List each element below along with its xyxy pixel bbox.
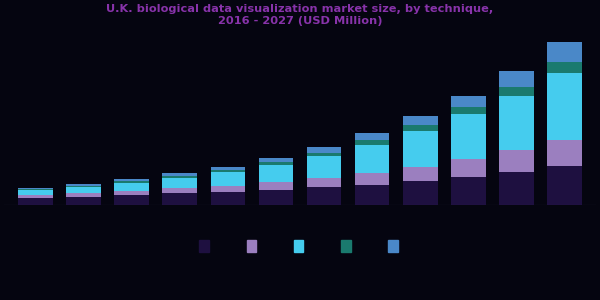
Bar xyxy=(259,182,293,190)
Bar xyxy=(211,192,245,205)
Bar xyxy=(18,190,53,195)
Bar xyxy=(115,179,149,181)
Bar xyxy=(66,193,101,197)
Bar xyxy=(18,189,53,190)
Bar xyxy=(499,172,534,205)
Bar xyxy=(163,173,197,176)
Bar xyxy=(66,196,101,205)
Bar xyxy=(211,172,245,185)
Bar xyxy=(259,162,293,165)
Bar xyxy=(211,167,245,170)
Bar xyxy=(451,177,485,205)
Bar xyxy=(547,140,582,166)
Bar xyxy=(451,107,485,114)
Bar xyxy=(115,181,149,183)
Bar xyxy=(18,195,53,198)
Bar xyxy=(451,159,485,177)
Bar xyxy=(403,116,437,125)
Bar xyxy=(211,185,245,192)
Bar xyxy=(211,170,245,172)
Bar xyxy=(307,147,341,153)
Bar xyxy=(18,198,53,205)
Bar xyxy=(355,184,389,205)
Bar xyxy=(115,183,149,191)
Bar xyxy=(499,150,534,172)
Title: U.K. biological data visualization market size, by technique,
2016 - 2027 (USD M: U.K. biological data visualization marke… xyxy=(106,4,494,26)
Bar xyxy=(499,95,534,150)
Bar xyxy=(355,133,389,140)
Bar xyxy=(547,42,582,62)
Bar xyxy=(163,178,197,188)
Bar xyxy=(499,71,534,87)
Bar xyxy=(547,73,582,140)
Bar xyxy=(307,188,341,205)
Bar xyxy=(66,184,101,185)
Bar xyxy=(355,173,389,184)
Bar xyxy=(403,125,437,131)
Bar xyxy=(18,188,53,189)
Bar xyxy=(66,187,101,193)
Bar xyxy=(547,166,582,205)
Bar xyxy=(163,176,197,178)
Bar xyxy=(259,158,293,162)
Legend: , , , , : , , , , xyxy=(199,240,401,254)
Bar xyxy=(66,185,101,187)
Bar xyxy=(163,193,197,205)
Bar xyxy=(307,153,341,157)
Bar xyxy=(115,195,149,205)
Bar xyxy=(451,114,485,159)
Bar xyxy=(307,157,341,178)
Bar xyxy=(403,131,437,167)
Bar xyxy=(547,62,582,73)
Bar xyxy=(403,167,437,181)
Bar xyxy=(451,95,485,107)
Bar xyxy=(259,165,293,182)
Bar xyxy=(307,178,341,188)
Bar xyxy=(163,188,197,193)
Bar xyxy=(355,145,389,173)
Bar xyxy=(499,87,534,95)
Bar xyxy=(115,191,149,195)
Bar xyxy=(259,190,293,205)
Bar xyxy=(403,181,437,205)
Bar xyxy=(355,140,389,145)
